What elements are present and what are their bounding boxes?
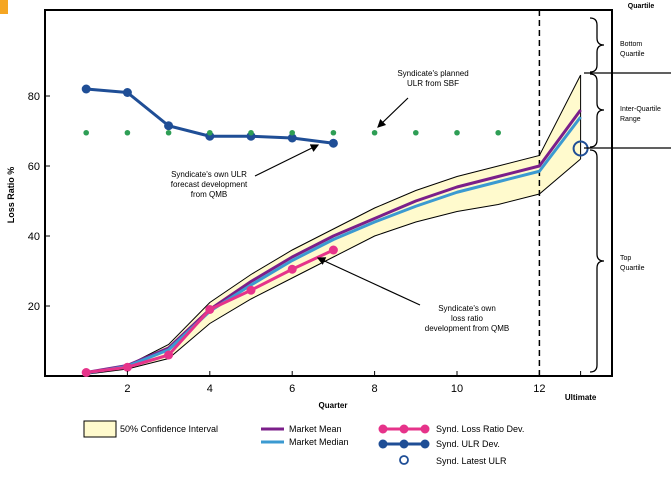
y-tick-label-40: 40 (28, 231, 40, 243)
quartile-panel: Quartile Bottom Quartile Inter-Quartile … (584, 3, 671, 376)
annotation-own-lr-line-1: Syndicate's own (438, 304, 496, 313)
quartile-label-iqr-line-2: Range (620, 116, 641, 123)
x-tick-label-6: 12 (533, 383, 545, 395)
legend-label-market-median: Market Median (289, 437, 349, 447)
x-axis-title: Quarter (319, 401, 348, 410)
legend-label-ulr-dev: Synd. ULR Dev. (436, 439, 500, 449)
series-point-synd-loss-ratio-dev-7 (328, 245, 338, 255)
y-tick-label-60: 60 (28, 161, 40, 173)
annotation-own-lr-arrow (316, 257, 421, 306)
series-point-synd-loss-ratio-dev-5 (246, 285, 256, 295)
axes-layer: 20 40 60 80 2 4 6 8 10 12 Ultimate (28, 91, 597, 402)
quartile-label-top-line-1: Top (620, 255, 631, 262)
series-point-synd-loss-ratio-dev-1 (81, 368, 91, 377)
legend-swatch-ulr-dev-dot-3 (420, 439, 430, 449)
x-tick-label-1: 2 (124, 383, 130, 395)
series-point-synd-loss-ratio-dev-4 (205, 305, 215, 314)
series-point-synd-loss-ratio-dev-3 (164, 350, 174, 360)
y-axis-title: Loss Ratio % (6, 167, 16, 224)
annotation-own-ulr-line-3: from QMB (191, 190, 227, 199)
series-point-synd-ulr-dev-6 (287, 133, 297, 143)
quartile-label-bottom-line-1: Bottom (620, 41, 642, 48)
legend-swatch-loss-ratio-dev-dot-1 (378, 424, 388, 434)
annotation-own-ulr-line-2: forecast development (171, 180, 248, 189)
legend-label-latest-ulr: Synd. Latest ULR (436, 456, 507, 466)
series-line-market-median (85, 116, 582, 375)
annotation-planned-ulr-arrow (377, 97, 409, 128)
confidence-band-upper-edge (86, 74, 582, 373)
series-point-planned-ulr-5 (248, 129, 254, 136)
legend-swatch-confidence-interval (83, 420, 117, 438)
series-point-planned-ulr-10 (454, 129, 460, 136)
series-point-planned-ulr-11 (495, 129, 502, 136)
annotation-planned-ulr-line-2: ULR from SBF (407, 79, 459, 88)
x-tick-label-3: 6 (289, 383, 295, 395)
quartile-label-iqr-line-1: Inter-Quartile (620, 106, 661, 113)
y-tick-label-20: 20 (28, 301, 40, 313)
annotation-own-lr-line-2: loss ratio (451, 314, 484, 323)
series-point-synd-ulr-dev-2 (122, 88, 132, 97)
annotation-planned-ulr: Syndicate's planned ULR from SBF (377, 69, 469, 128)
legend: 50% Confidence Interval Market Mean Mark… (83, 420, 524, 466)
corner-accent-mark (0, 0, 8, 14)
legend-swatch-ulr-dev-dot-1 (378, 439, 388, 449)
series-point-synd-ulr-dev-7 (328, 138, 338, 148)
series-point-planned-ulr-9 (413, 129, 419, 136)
legend-swatch-loss-ratio-dev-dot-3 (420, 424, 430, 434)
quartile-panel-header: Quartile (628, 3, 655, 10)
x-tick-label-5: 10 (451, 383, 463, 395)
brace-inter-quartile (589, 73, 605, 148)
annotation-own-lr-line-3: development from QMB (425, 324, 509, 333)
series-point-planned-ulr-3 (165, 129, 172, 136)
y-tick-label-80: 80 (28, 91, 40, 103)
legend-label-loss-ratio-dev: Synd. Loss Ratio Dev. (436, 424, 524, 434)
legend-swatch-latest-ulr (399, 455, 409, 465)
series-point-synd-ulr-dev-1 (81, 84, 91, 94)
series-point-planned-ulr-6 (289, 129, 296, 136)
legend-label-market-mean: Market Mean (289, 424, 342, 434)
annotation-own-ulr: Syndicate's own ULR forecast development… (171, 144, 320, 199)
series-point-synd-loss-ratio-dev-2 (122, 362, 132, 372)
brace-bottom-quartile (589, 17, 605, 73)
x-tick-label-2: 4 (207, 383, 213, 395)
annotation-own-lr: Syndicate's own loss ratio development f… (316, 257, 509, 333)
brace-top-quartile (589, 149, 605, 373)
series-point-synd-ulr-dev-3 (164, 121, 174, 131)
x-tick-label-4: 8 (372, 383, 378, 395)
series-point-planned-ulr-1 (83, 129, 89, 136)
legend-swatch-loss-ratio-dev-dot-2 (399, 424, 409, 434)
series-point-planned-ulr-2 (124, 129, 131, 136)
annotation-planned-ulr-line-1: Syndicate's planned (397, 69, 468, 78)
x-tick-label-7: Ultimate (565, 393, 597, 402)
series-point-planned-ulr-4 (207, 129, 213, 136)
quartile-label-bottom-line-2: Quartile (620, 51, 645, 58)
markers-layer (81, 84, 589, 377)
quartile-label-top-line-2: Quartile (620, 265, 645, 272)
annotation-own-ulr-arrow (254, 144, 320, 177)
annotation-own-ulr-line-1: Syndicate's own ULR (171, 170, 247, 179)
series-point-synd-loss-ratio-dev-6 (287, 264, 297, 274)
series-point-planned-ulr-8 (371, 129, 378, 136)
legend-label-confidence-interval: 50% Confidence Interval (120, 424, 218, 434)
series-point-planned-ulr-7 (330, 129, 337, 136)
legend-swatch-ulr-dev-dot-2 (399, 439, 409, 449)
